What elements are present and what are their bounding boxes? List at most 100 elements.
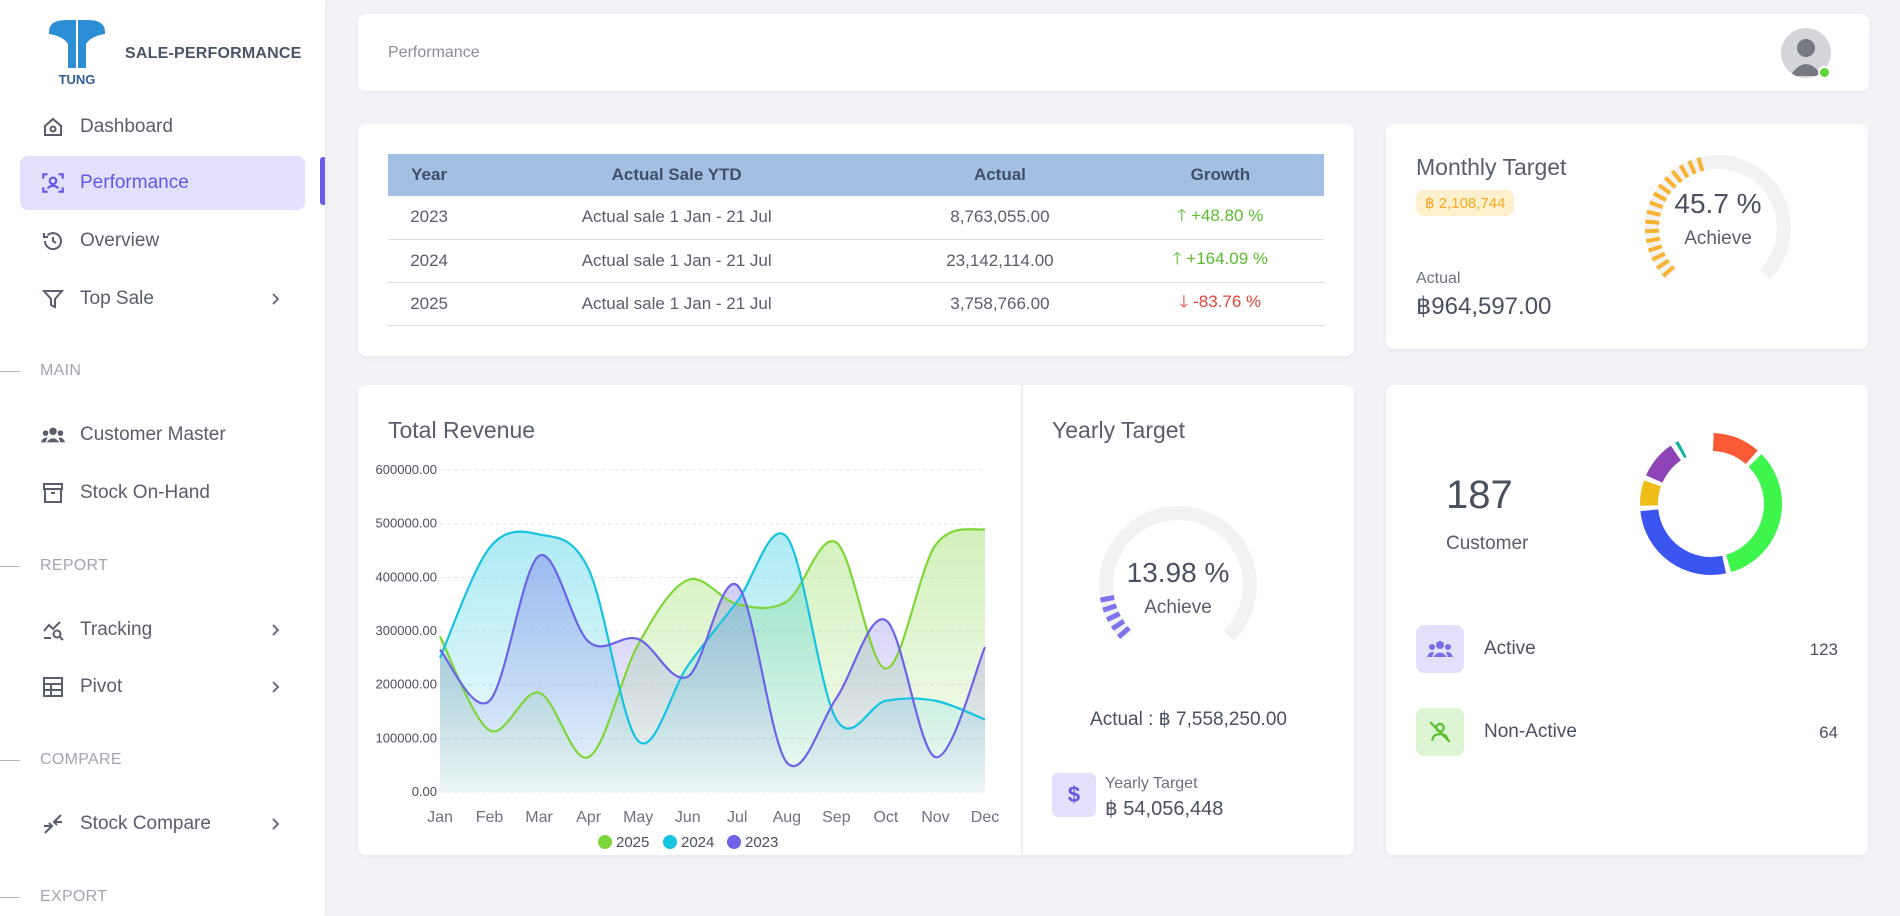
actual-cell: 8,763,055.00: [883, 196, 1117, 240]
x-tick-label: Dec: [971, 809, 999, 826]
area-fill-2023: [440, 555, 985, 792]
arrow-up-icon: 🡑: [1172, 249, 1182, 268]
yearly-target-value: ฿ 54,056,448: [1105, 798, 1224, 820]
sidebar-item-label: Tracking: [80, 619, 153, 640]
sidebar-item-label: Overview: [80, 230, 160, 251]
sidebar-item-top-sale[interactable]: Top Sale: [20, 272, 305, 326]
y-tick-label: 200000.00: [376, 677, 437, 692]
column-header: Actual Sale YTD: [470, 154, 884, 196]
legend-label[interactable]: 2025: [616, 834, 649, 850]
archive-icon: [40, 480, 66, 506]
x-tick-label: Feb: [476, 809, 504, 826]
sidebar-item-performance[interactable]: Performance: [20, 156, 305, 210]
monthly-target-card: Monthly Target ฿ 2,108,744 Actual ฿964,5…: [1386, 124, 1868, 349]
sidebar-item-tracking[interactable]: Tracking: [20, 603, 305, 657]
donut-segment[interactable]: [1675, 440, 1687, 459]
monthly-gauge-tick: [1652, 191, 1667, 202]
growth-value: -83.76 %: [1193, 292, 1262, 311]
customer-total: 187: [1446, 473, 1513, 517]
online-status-dot: [1818, 66, 1831, 79]
non-active-customers-row[interactable]: Non-Active 64: [1416, 708, 1838, 756]
table-row: 2023 Actual sale 1 Jan - 21 Jul 8,763,05…: [388, 196, 1324, 240]
sidebar-item-pivot[interactable]: Pivot: [20, 660, 305, 714]
x-tick-label: Oct: [873, 809, 898, 826]
active-indicator: [320, 157, 325, 205]
actual-cell: 3,758,766.00: [883, 282, 1117, 326]
series-line-2025[interactable]: [439, 527, 986, 759]
x-tick-label: Nov: [921, 809, 949, 826]
users-icon: [1416, 625, 1464, 673]
table-header-row: Year Actual Sale YTD Actual Growth: [388, 154, 1324, 196]
section-compare: COMPARE: [0, 750, 300, 770]
revenue-card: Total Revenue 0.00 100000.00 200000.00 3000…: [358, 385, 1354, 855]
row-value: 64: [1819, 723, 1838, 742]
x-tick-label: Jun: [675, 809, 701, 826]
achieve-label: Achieve: [1684, 228, 1752, 249]
monthly-gauge-tick: [1644, 228, 1660, 234]
growth-table-card: Year Actual Sale YTD Actual Growth 2023 …: [358, 124, 1354, 356]
chevron-right-icon: [272, 681, 280, 693]
year-cell: 2023: [388, 196, 471, 240]
donut-segment[interactable]: [1646, 445, 1682, 483]
actual-label: Actual: [1416, 270, 1461, 287]
x-tick-label: Mar: [525, 809, 553, 826]
section-export: EXPORT: [0, 887, 300, 907]
y-tick-label: 600000.00: [376, 462, 437, 477]
monthly-gauge-tick: [1645, 236, 1661, 244]
monthly-target-title: Monthly Target: [1416, 154, 1567, 180]
yearly-target-gauge: [1099, 506, 1257, 641]
donut-segment[interactable]: [1640, 480, 1662, 506]
chart-search-icon: [40, 617, 66, 643]
sidebar-item-stock-compare[interactable]: Stock Compare: [20, 797, 305, 851]
legend-label[interactable]: 2024: [681, 834, 714, 850]
yearly-gauge-track: [1099, 506, 1257, 641]
year-cell: 2025: [388, 282, 471, 326]
yearly-gauge-tick: [1116, 625, 1131, 639]
user-scan-icon: [40, 170, 66, 196]
chevron-right-icon: [272, 624, 280, 636]
x-tick-label: Jul: [727, 809, 747, 826]
column-header: Actual: [883, 154, 1117, 196]
sidebar-item-customer-master[interactable]: Customer Master: [20, 408, 305, 462]
sidebar-item-label: Top Sale: [80, 288, 154, 309]
monthly-gauge-tick: [1696, 157, 1705, 172]
arrow-down-icon: 🡓: [1179, 292, 1189, 311]
growth-cell: 🡑 +164.09 %: [1116, 239, 1324, 283]
monthly-gauge-tick: [1670, 169, 1683, 184]
monthly-gauge-tick: [1687, 160, 1697, 175]
donut-segment[interactable]: [1712, 433, 1758, 465]
sidebar-item-overview[interactable]: Overview: [20, 214, 305, 268]
series-line-2023[interactable]: [439, 554, 987, 767]
row-label: Non-Active: [1484, 721, 1577, 742]
tung-logo[interactable]: TUNG: [46, 18, 108, 88]
sidebar-item-dashboard[interactable]: Dashboard: [20, 100, 305, 154]
breadcrumb[interactable]: Performance: [388, 44, 480, 61]
donut-segment[interactable]: [1640, 508, 1727, 575]
actual-cell: 23,142,114.00: [883, 239, 1117, 283]
column-header: Growth: [1116, 154, 1324, 196]
ytd-cell: Actual sale 1 Jan - 21 Jul: [470, 196, 884, 240]
user-avatar-icon: [1790, 39, 1822, 76]
monthly-gauge-tick: [1663, 176, 1677, 189]
x-tick-label: Sep: [822, 809, 851, 826]
monthly-gauge-tick: [1645, 219, 1660, 225]
table-row: 2025 Actual sale 1 Jan - 21 Jul 3,758,76…: [388, 282, 1324, 326]
customer-card: 187 Customer Active 123 Non-Active 64: [1386, 385, 1868, 855]
arrow-up-icon: 🡑: [1177, 205, 1187, 225]
sidebar-item-stock-on-hand[interactable]: Stock On-Hand: [20, 466, 305, 520]
legend-marker[interactable]: [663, 835, 677, 849]
active-customers-row[interactable]: Active 123: [1416, 625, 1838, 673]
chart-title: Total Revenue: [388, 417, 536, 443]
x-tick-label: Apr: [576, 809, 602, 826]
series-line-2024[interactable]: [438, 530, 986, 745]
x-tick-label: Jan: [427, 809, 453, 826]
yearly-gauge-tick: [1110, 618, 1126, 631]
monthly-gauge-tick: [1651, 251, 1666, 262]
donut-segment[interactable]: [1725, 454, 1782, 573]
chevron-right-icon: [272, 293, 280, 305]
sidebar: TUNG SALE-PERFORMANCE Dashboard Performa…: [0, 0, 325, 916]
legend-marker[interactable]: [598, 835, 612, 849]
legend-marker[interactable]: [727, 835, 741, 849]
avatar[interactable]: [1781, 28, 1831, 78]
legend-label[interactable]: 2023: [745, 834, 778, 850]
